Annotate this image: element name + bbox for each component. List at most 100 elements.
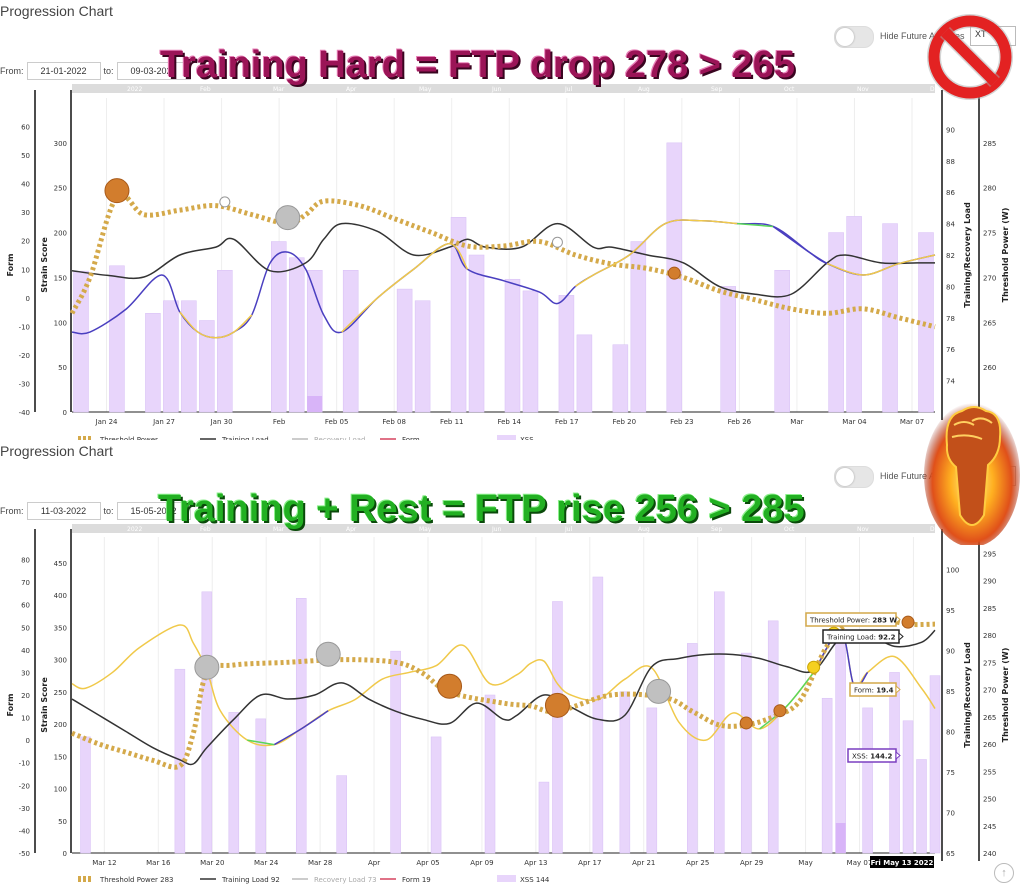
xss-bar[interactable] <box>619 691 631 854</box>
xss-bar[interactable] <box>835 643 846 854</box>
xss-bar[interactable] <box>846 216 862 413</box>
xss-bar[interactable] <box>396 288 413 413</box>
to-date-input[interactable]: 15-05-2022 <box>116 502 191 520</box>
xss-bar[interactable] <box>414 300 431 413</box>
legend-item-xss[interactable]: XSS 144 <box>497 875 550 884</box>
y-tick-label: 50 <box>21 152 30 160</box>
y-tick-label: 200 <box>54 230 67 238</box>
xss-bar[interactable] <box>929 675 941 854</box>
activity-marker[interactable] <box>437 673 463 699</box>
legend-item-tp[interactable]: Threshold Power <box>78 436 158 440</box>
hide-future-toggle[interactable] <box>834 26 874 48</box>
form-line-segment <box>341 242 469 333</box>
y-tick-label: 95 <box>946 607 955 615</box>
y-tick-label: 74 <box>946 378 955 386</box>
xss-bar[interactable] <box>145 313 161 413</box>
navigator-bar[interactable] <box>72 524 935 533</box>
xss-bar[interactable] <box>288 257 305 413</box>
navigator-bar[interactable] <box>72 84 935 93</box>
xss-bar[interactable] <box>862 707 873 854</box>
x-tick-label: Apr <box>368 859 380 867</box>
activity-marker[interactable] <box>901 615 915 629</box>
xss-bar[interactable] <box>342 270 359 413</box>
xss-bar[interactable] <box>916 759 927 854</box>
xss-bar[interactable] <box>774 270 790 413</box>
xss-bar[interactable] <box>522 290 539 413</box>
scroll-to-top-button[interactable]: ↑ <box>994 863 1014 883</box>
xss-bar[interactable] <box>201 591 213 854</box>
activity-marker[interactable] <box>315 641 341 667</box>
from-date-input[interactable]: 11-03-2022 <box>26 502 101 520</box>
legend-item-form[interactable]: Form <box>380 436 420 440</box>
activity-marker[interactable] <box>194 654 220 680</box>
chart-top[interactable]: 2022 Feb Mar Apr May Jun Jul Aug Sep Oct Nov Dec Jan… <box>0 0 1023 440</box>
xss-bar[interactable] <box>80 736 91 854</box>
xss-bar[interactable] <box>687 643 698 854</box>
x-tick-label: Apr 17 <box>578 859 601 867</box>
xss-bar[interactable] <box>902 720 914 854</box>
activity-marker[interactable] <box>646 678 672 704</box>
x-tick-label: Feb 08 <box>382 418 406 426</box>
xss-bar[interactable] <box>295 598 307 854</box>
xss-bar[interactable] <box>828 232 844 413</box>
legend-item-rl[interactable]: Recovery Load 73 <box>292 876 377 884</box>
xss-bar[interactable] <box>576 334 593 413</box>
xss-bar[interactable] <box>592 576 604 854</box>
y-tick-label: 300 <box>54 140 67 148</box>
from-date-input[interactable]: 21-01-2022 <box>26 62 101 80</box>
xss-bar[interactable] <box>430 736 442 854</box>
activity-marker[interactable] <box>773 704 787 718</box>
xss-bar[interactable] <box>109 265 125 413</box>
activity-marker[interactable] <box>275 205 301 231</box>
xss-bar[interactable] <box>199 320 215 413</box>
chart-bottom[interactable]: 2022 Feb Mar Apr May Jun Jul Aug Sep Oct Nov Dec Mar… <box>0 440 1023 887</box>
activity-marker[interactable] <box>544 692 570 718</box>
x-tick-label: Feb 23 <box>670 418 694 426</box>
activity-marker[interactable] <box>104 178 130 204</box>
y-tick-label: 265 <box>983 714 996 722</box>
power-axis-title: Threshold Power (W) <box>1001 208 1010 303</box>
xss-bar[interactable] <box>558 295 575 413</box>
xss-bar[interactable] <box>821 697 833 854</box>
xss-bar[interactable] <box>552 601 563 854</box>
xss-bar[interactable] <box>336 775 347 854</box>
legend-item-tp[interactable]: Threshold Power 283 <box>78 876 173 884</box>
xss-bar[interactable] <box>450 217 467 413</box>
to-date-input[interactable]: 09-03-2022 <box>116 62 191 80</box>
y-tick-label: 270 <box>983 274 996 282</box>
xss-bar[interactable] <box>612 344 629 413</box>
activity-marker[interactable] <box>807 660 821 674</box>
x-tick-label: Jan 24 <box>95 418 118 426</box>
y-tick-label: 0 <box>63 850 67 858</box>
xss-bar[interactable] <box>484 694 496 854</box>
activity-marker[interactable] <box>739 716 753 730</box>
xss-bar[interactable] <box>720 286 736 413</box>
legend-item-xss[interactable]: XSS <box>497 435 534 440</box>
xss-bar[interactable] <box>468 254 485 413</box>
xss-bar[interactable] <box>163 300 179 413</box>
xss-bar-highlight <box>835 823 846 853</box>
xss-bar[interactable] <box>767 620 779 854</box>
hide-future-toggle[interactable] <box>834 466 874 488</box>
y-tick-label: -10 <box>19 323 30 331</box>
xss-bar[interactable] <box>504 278 521 413</box>
xss-bar[interactable] <box>646 707 658 854</box>
xss-bar[interactable] <box>255 718 267 854</box>
activity-marker[interactable] <box>219 196 231 208</box>
activity-marker[interactable] <box>551 236 563 248</box>
legend-item-tl[interactable]: Training Load <box>200 436 269 440</box>
xss-bar[interactable] <box>271 241 287 413</box>
x-tick-label: Apr 05 <box>416 859 439 867</box>
x-tick-label: Feb 26 <box>728 418 752 426</box>
xss-bar[interactable] <box>217 270 233 413</box>
legend-item-tl[interactable]: Training Load 92 <box>200 876 280 884</box>
xss-bar[interactable] <box>740 652 752 854</box>
activity-marker[interactable] <box>667 266 681 280</box>
xss-bar[interactable] <box>538 781 550 854</box>
xss-bar[interactable] <box>390 650 401 854</box>
legend-item-form[interactable]: Form 19 <box>380 876 431 884</box>
xss-bar[interactable] <box>630 241 647 413</box>
y-tick-label: 265 <box>983 319 996 327</box>
xss-bar[interactable] <box>228 712 240 854</box>
legend-item-rl[interactable]: Recovery Load <box>292 436 365 440</box>
